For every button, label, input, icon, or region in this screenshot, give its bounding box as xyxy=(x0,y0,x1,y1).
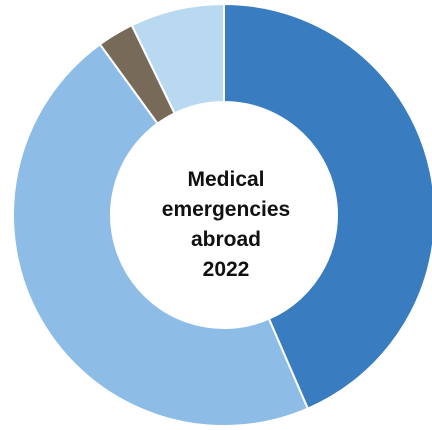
center-label: Medical emergencies abroad 2022 xyxy=(126,150,326,300)
center-label-line-1: Medical xyxy=(187,168,265,191)
donut-slice-4 xyxy=(130,2,225,115)
donut-slice-2 xyxy=(12,42,310,427)
center-label-line-4: 2022 xyxy=(202,258,250,281)
donut-slice-1 xyxy=(223,2,432,410)
center-label-line-3: abroad xyxy=(190,228,261,251)
center-label-line-2: emergencies xyxy=(161,198,291,221)
